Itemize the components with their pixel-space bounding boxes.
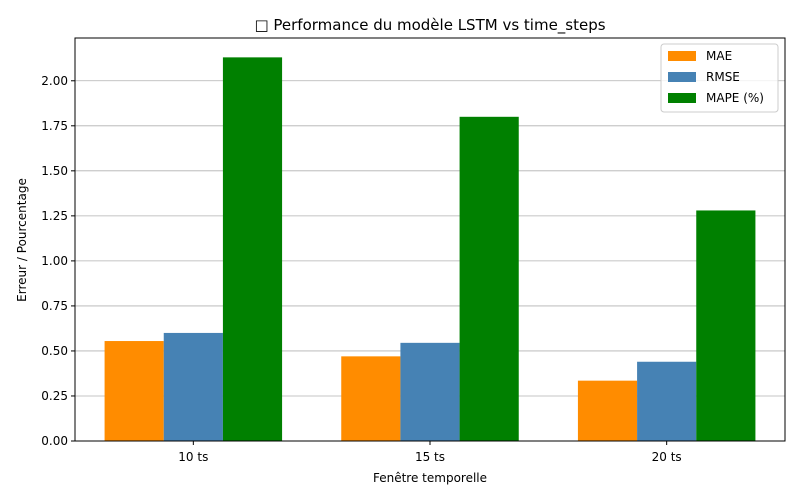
y-axis-label: Erreur / Pourcentage — [15, 178, 29, 302]
legend: MAE RMSE MAPE (%) — [660, 43, 779, 113]
legend-swatch — [668, 51, 696, 61]
x-axis-label: Fenêtre temporelle — [373, 471, 487, 485]
bar-mape-1 — [459, 116, 519, 441]
y-tick-label: 0.00 — [41, 434, 68, 448]
x-tick-label: 15 ts — [415, 450, 445, 464]
legend-swatch — [668, 72, 696, 82]
legend-label: MAPE (%) — [706, 91, 764, 105]
y-tick-label: 1.25 — [41, 209, 68, 223]
chart-title: □ Performance du modèle LSTM vs time_ste… — [254, 16, 605, 35]
bar-mae-0 — [104, 341, 164, 441]
y-tick-label: 1.50 — [41, 164, 68, 178]
bar-rmse-1 — [400, 342, 460, 441]
x-tick-label: 10 ts — [178, 450, 208, 464]
y-tick-label: 1.75 — [41, 119, 68, 133]
bar-mape-2 — [696, 210, 756, 441]
y-ticks: 0.00 0.25 0.50 0.75 1.00 1.25 1.50 1.75 2.00 — [41, 74, 75, 448]
x-tick-label: 20 ts — [652, 450, 682, 464]
y-tick-label: 0.25 — [41, 389, 68, 403]
bar-mae-1 — [341, 356, 401, 441]
bar-rmse-2 — [637, 361, 697, 441]
y-tick-label: 2.00 — [41, 74, 68, 88]
bar-mape-0 — [222, 57, 283, 442]
bar-mae-2 — [577, 380, 638, 441]
legend-label: MAE — [706, 49, 732, 63]
legend-swatch — [668, 93, 696, 103]
y-tick-label: 1.00 — [41, 254, 68, 268]
x-ticks: 10 ts 15 ts 20 ts — [178, 441, 682, 464]
legend-label: RMSE — [706, 70, 740, 84]
bars-layer — [104, 57, 756, 442]
y-tick-label: 0.75 — [41, 299, 68, 313]
y-tick-label: 0.50 — [41, 344, 68, 358]
bar-rmse-0 — [163, 332, 223, 441]
